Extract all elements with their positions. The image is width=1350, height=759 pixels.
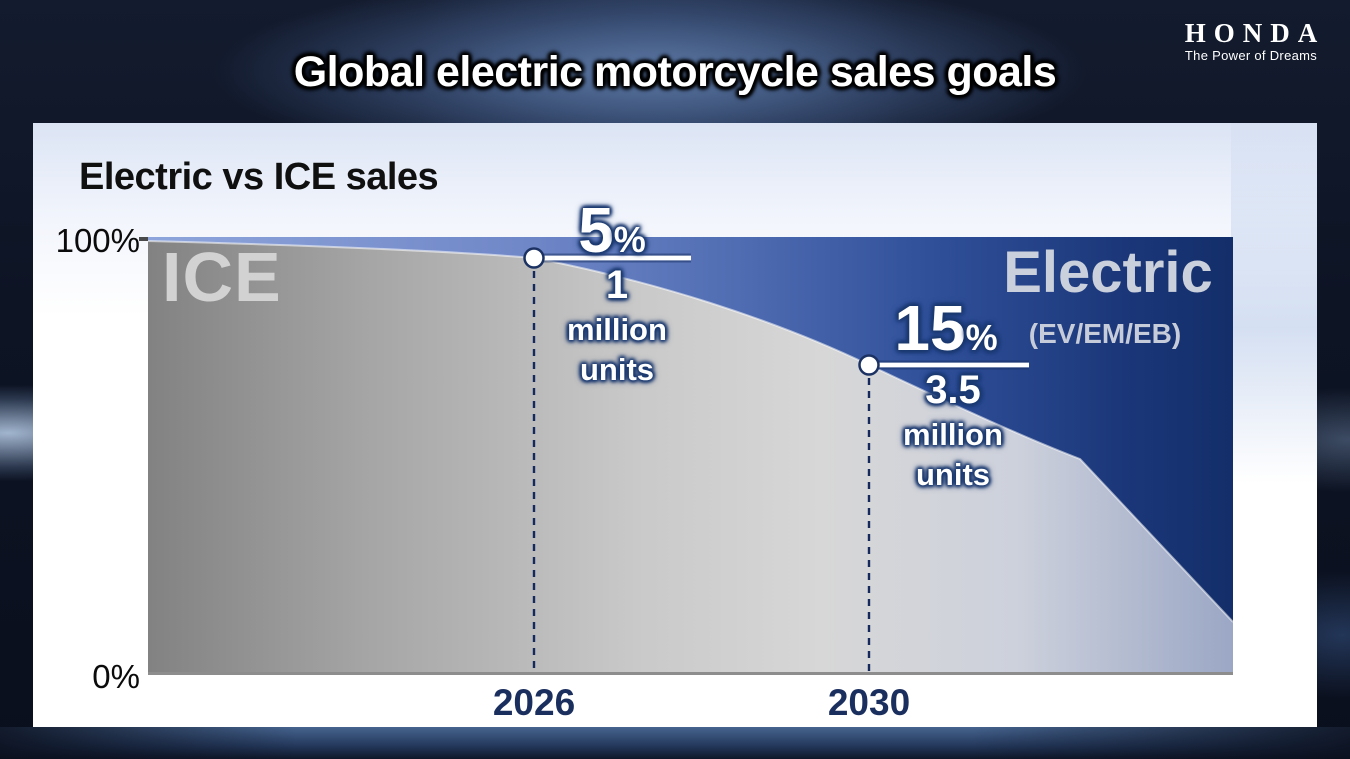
chart-title: Electric vs ICE sales	[79, 156, 439, 198]
data-point-2030	[858, 354, 880, 376]
data-point-2026	[523, 247, 545, 269]
honda-wordmark: HONDA	[1184, 18, 1326, 48]
y-tick-label-0: 0%	[92, 658, 140, 695]
electric-area-label: Electric	[1003, 240, 1213, 305]
honda-tagline: The Power of Dreams	[1184, 48, 1318, 63]
x-tick-label-2030: 2030	[827, 682, 911, 723]
ice-area-label: ICE	[162, 238, 282, 316]
electric-area-sublabel: (EV/EM/EB)	[1028, 318, 1182, 349]
annotation-2026-share: 5%	[532, 198, 692, 262]
annotation-2030-units: 3.5 million units	[868, 370, 1038, 490]
annotation-2026-units-word-million: million	[567, 312, 667, 347]
area-chart-svg	[147, 237, 1234, 676]
annotation-2026-units: 1 million units	[532, 265, 702, 385]
annotation-2030-units-word-million: million	[903, 417, 1003, 452]
annotation-2030-share-value: 15	[894, 292, 966, 364]
annotation-2026-units-number: 1	[605, 263, 629, 307]
annotation-2026-percent-sign: %	[613, 219, 646, 260]
bottom-stage-band	[0, 727, 1350, 759]
panel-gloss-band	[1231, 123, 1317, 495]
ice-electric-boundary-highlight	[147, 240, 1234, 623]
slide-title: Global electric motorcycle sales goals	[293, 48, 1057, 96]
y-tick-label-100: 100%	[55, 222, 140, 259]
honda-logo: HONDA The Power of Dreams	[1176, 20, 1326, 63]
annotation-2030-share: 15%	[866, 296, 1026, 360]
annotation-2030-units-number: 3.5	[925, 368, 981, 412]
y-axis-tick-100	[139, 237, 148, 241]
annotation-2030-percent-sign: %	[965, 317, 998, 358]
x-axis-line	[148, 672, 1233, 676]
x-tick-label-2026: 2026	[492, 682, 576, 723]
annotation-2026-share-value: 5	[578, 194, 614, 266]
annotation-2030-units-word-units: units	[915, 457, 991, 492]
ice-area	[148, 241, 1233, 675]
area-chart	[147, 237, 1234, 676]
annotation-2026-units-word-units: units	[579, 352, 655, 387]
